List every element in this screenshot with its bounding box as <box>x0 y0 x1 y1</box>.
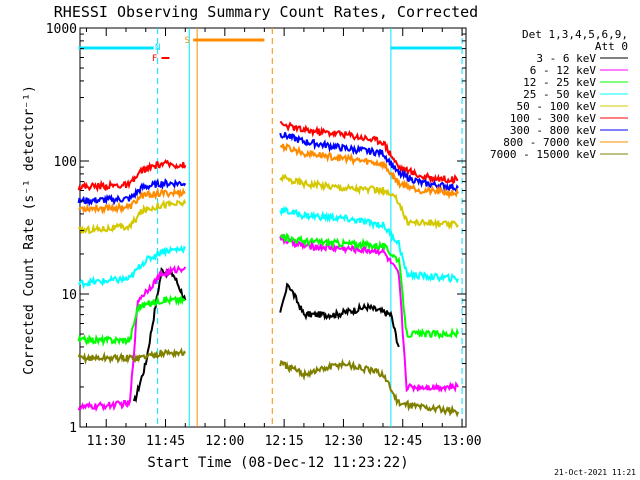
series-line <box>77 178 187 207</box>
footer-timestamp: 21-Oct-2021 11:21 <box>554 468 636 477</box>
y-tick-label: 1 <box>69 421 77 436</box>
x-tick-label: 13:00 <box>442 434 481 449</box>
series-line <box>77 264 187 413</box>
saa-label: S <box>184 36 189 46</box>
y-tick-label: 10 <box>61 288 77 303</box>
y-tick-label: 100 <box>54 155 77 170</box>
legend-label: 12 - 25 keV <box>523 76 596 89</box>
x-axis-label: Start Time (08-Dec-12 11:23:22) <box>147 455 408 471</box>
x-tick-label: 11:30 <box>87 434 126 449</box>
x-tick-label: 11:45 <box>146 434 185 449</box>
night-label: N <box>155 43 160 53</box>
legend-label: 800 - 7000 keV <box>503 136 596 149</box>
legend-label: 100 - 300 keV <box>510 112 596 125</box>
series-line <box>78 187 186 215</box>
chart-title: RHESSI Observing Summary Count Rates, Co… <box>54 3 478 21</box>
series-line <box>77 198 187 235</box>
axis-layer: 1 10 100 1000 11:30 11:45 12:00 12:15 12:30 12:45… <box>46 22 482 449</box>
series-line <box>77 347 187 365</box>
series-line <box>279 205 460 284</box>
plot-area <box>79 27 467 428</box>
series-line <box>77 158 187 193</box>
series-line <box>279 358 460 418</box>
series-line <box>279 120 459 185</box>
series-line <box>279 232 460 340</box>
y-tick-label: 1000 <box>46 22 77 37</box>
series-layer <box>77 120 460 418</box>
legend-label: 3 - 6 keV <box>536 52 596 65</box>
legend-label: 25 - 50 keV <box>523 88 596 101</box>
series-line <box>279 132 459 194</box>
x-tick-label: 12:30 <box>324 434 363 449</box>
series-line <box>279 173 459 231</box>
legend-label: 7000 - 15000 keV <box>490 148 596 161</box>
legend-label: 50 - 100 keV <box>517 100 597 113</box>
legend-label: 6 - 12 keV <box>530 64 597 77</box>
y-axis-label: Corrected Count Rate (s⁻¹ detector⁻¹) <box>22 85 37 375</box>
legend-header: Att 0 <box>595 40 628 53</box>
series-line <box>77 244 187 290</box>
legend-label: 300 - 800 keV <box>510 124 596 137</box>
flare-label: F <box>152 54 157 64</box>
x-tick-label: 12:00 <box>205 434 244 449</box>
x-tick-label: 12:15 <box>265 434 304 449</box>
series-line <box>132 267 187 404</box>
markers-layer: NF S <box>78 28 463 427</box>
series-line <box>77 293 186 348</box>
series-line <box>279 142 460 200</box>
series-line <box>279 282 400 348</box>
x-tick-label: 12:45 <box>383 434 422 449</box>
legend-header: Det 1,3,4,5,6,9, <box>522 28 628 41</box>
